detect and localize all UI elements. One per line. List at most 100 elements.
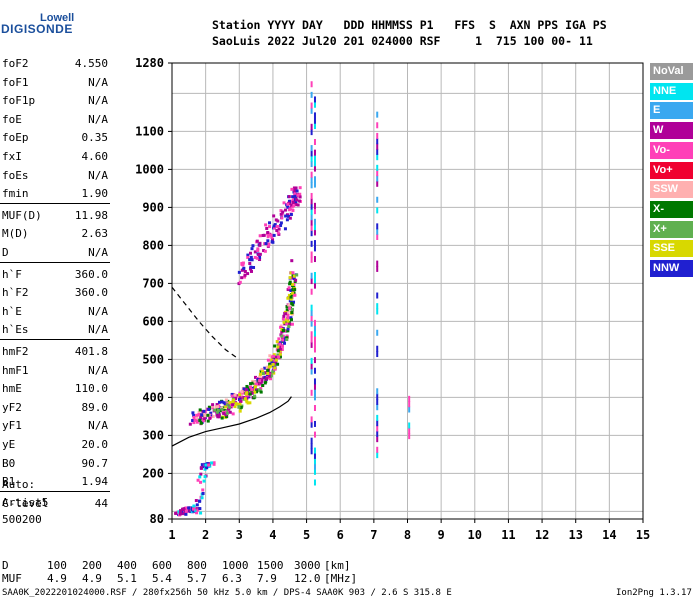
param-value: N/A xyxy=(88,112,108,126)
echo-point xyxy=(275,340,279,344)
echo-point xyxy=(287,303,291,307)
echo-point xyxy=(285,218,289,222)
vertical-echo xyxy=(313,452,316,459)
echo-point xyxy=(201,491,205,495)
echo-point xyxy=(266,358,270,362)
echo-point xyxy=(266,235,270,239)
echo-point xyxy=(278,352,282,356)
echo-point xyxy=(217,415,221,419)
echo-point xyxy=(289,297,293,301)
distance-value: 800 xyxy=(187,559,207,572)
echo-point xyxy=(294,278,298,282)
echo-point xyxy=(254,382,258,386)
vertical-echo xyxy=(408,422,411,429)
vertical-echo xyxy=(310,256,313,263)
echo-point xyxy=(222,411,226,415)
distance-unit: [km] xyxy=(324,559,351,572)
echo-point xyxy=(282,341,286,345)
param-value: N/A xyxy=(88,246,108,259)
echo-point xyxy=(290,205,294,209)
echo-point xyxy=(289,212,293,216)
param-row: D N/A xyxy=(2,246,108,261)
echo-point xyxy=(272,359,276,363)
echo-point xyxy=(201,488,205,492)
echo-point xyxy=(259,390,263,394)
vertical-echo xyxy=(376,265,379,272)
echo-point xyxy=(255,239,259,243)
echo-point xyxy=(186,509,190,513)
echo-point xyxy=(238,280,242,284)
vertical-echo xyxy=(313,383,316,390)
echo-point xyxy=(217,413,221,417)
echo-point xyxy=(286,329,290,333)
echo-point xyxy=(246,272,250,276)
echo-point xyxy=(279,212,283,216)
legend-item: SSW xyxy=(650,181,693,199)
echo-point xyxy=(258,234,262,238)
echo-point xyxy=(274,358,278,362)
vertical-echo xyxy=(313,325,316,332)
echo-point xyxy=(240,276,244,280)
echo-point xyxy=(185,506,189,510)
echo-point xyxy=(279,223,283,227)
param-row: foEp 0.35 xyxy=(2,131,108,146)
echo-point xyxy=(240,268,244,272)
param-value: 20.0 xyxy=(81,438,109,451)
echo-point xyxy=(190,510,194,514)
vertical-echo xyxy=(313,245,316,252)
vertical-echo xyxy=(376,292,379,299)
vertical-echo xyxy=(313,181,316,188)
echo-point xyxy=(199,466,203,470)
logo-lowell: Lowell xyxy=(40,12,75,24)
echo-point xyxy=(212,461,216,465)
echo-point xyxy=(268,354,272,358)
echo-point xyxy=(196,508,200,512)
echo-point xyxy=(249,382,253,386)
echo-point xyxy=(288,207,292,211)
echo-point xyxy=(217,403,221,407)
param-value: 4.60 xyxy=(81,150,109,163)
vertical-echo xyxy=(313,117,316,124)
x-tick-label: 11 xyxy=(501,528,515,542)
echo-point xyxy=(249,265,253,269)
echo-point xyxy=(266,239,270,243)
param-value: 89.0 xyxy=(81,400,109,414)
echo-point xyxy=(243,275,247,279)
echo-point xyxy=(241,263,245,267)
param-separator xyxy=(0,202,110,204)
echo-point xyxy=(292,274,296,278)
legend-item: SSE xyxy=(650,240,693,258)
echo-point xyxy=(192,415,196,419)
muf-value: 7.9 xyxy=(257,572,277,585)
y-tick-label: 1100 xyxy=(135,124,164,138)
echo-point xyxy=(211,404,215,408)
x-tick-label: 8 xyxy=(404,528,411,542)
echo-point xyxy=(203,475,207,479)
muf-value: 12.0 xyxy=(294,572,321,585)
echo-point xyxy=(271,238,275,242)
echo-point xyxy=(282,336,286,340)
echo-point xyxy=(240,261,244,265)
vertical-echo xyxy=(310,123,313,130)
echo-point xyxy=(238,391,242,395)
echo-point xyxy=(270,360,274,364)
vertical-echo xyxy=(313,431,316,438)
echo-point xyxy=(231,400,235,404)
vertical-echo xyxy=(310,278,313,285)
echo-point xyxy=(258,243,262,247)
echo-point xyxy=(198,475,202,479)
echo-point xyxy=(294,201,298,205)
param-row: hmF1 N/A xyxy=(2,364,108,379)
echo-point xyxy=(188,422,192,426)
vertical-echo xyxy=(376,425,379,432)
echo-point xyxy=(238,393,242,397)
echo-point xyxy=(250,388,254,392)
echo-point xyxy=(264,242,268,246)
echo-point xyxy=(239,405,243,409)
vertical-echo xyxy=(313,335,316,342)
x-tick-label: 5 xyxy=(303,528,310,542)
echo-point xyxy=(253,255,257,259)
echo-point xyxy=(227,407,231,411)
vertical-echo xyxy=(313,282,316,289)
echo-point xyxy=(261,372,265,376)
